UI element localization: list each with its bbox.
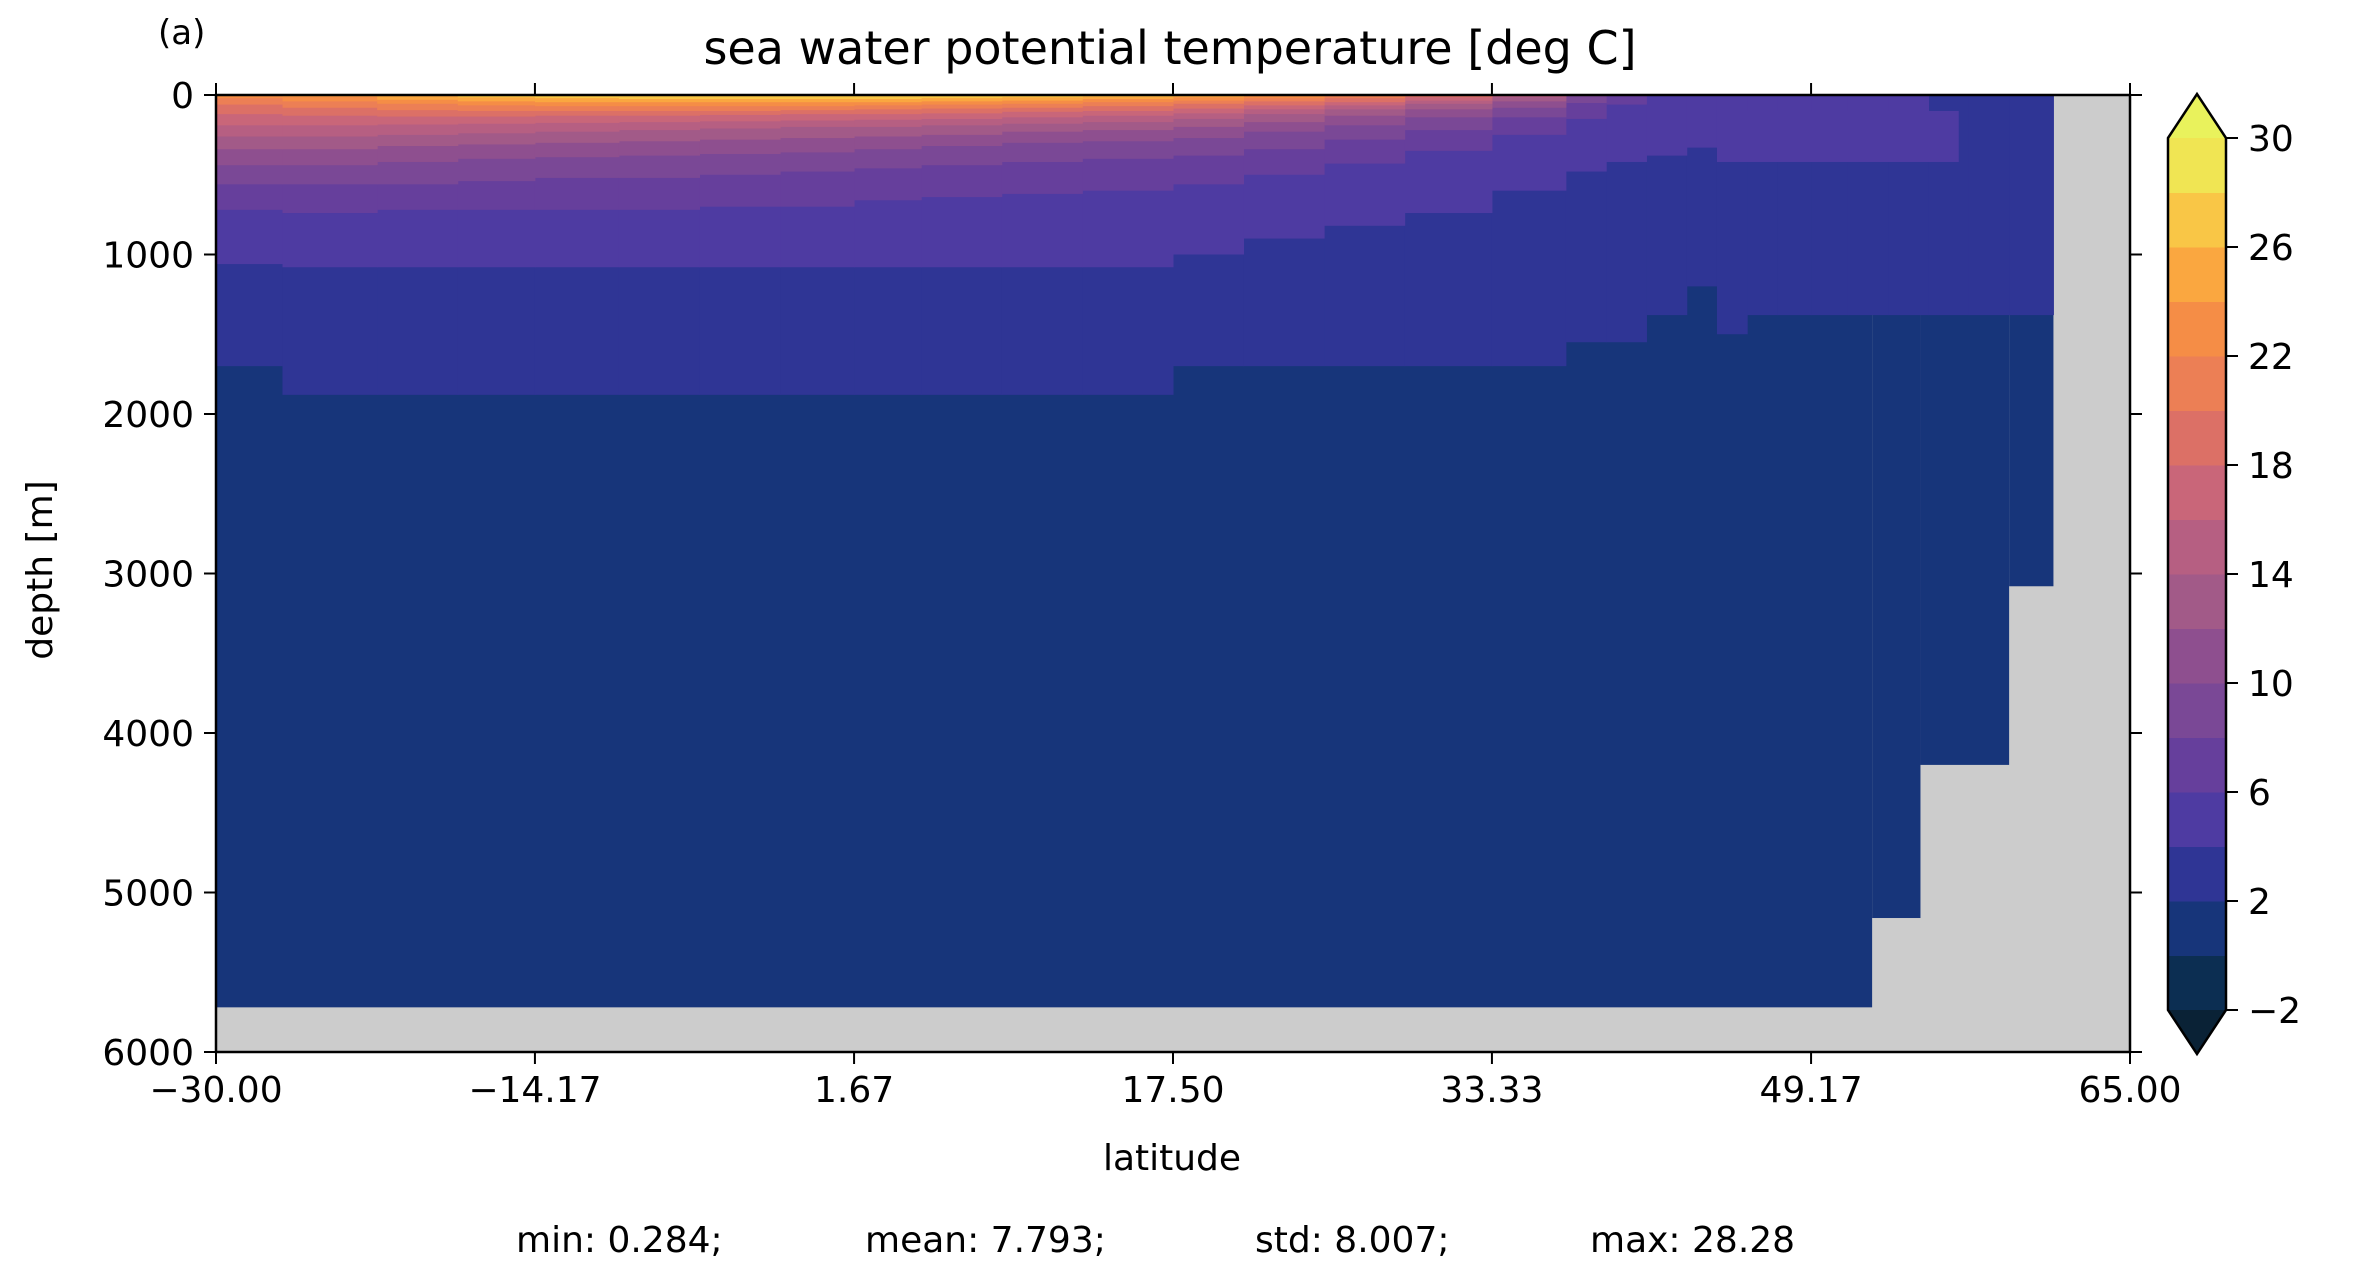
isotherm-band bbox=[1491, 95, 1567, 102]
isotherm-band bbox=[1243, 95, 1325, 99]
subpolar-cold-patch bbox=[1716, 110, 1959, 162]
x-tick-label: −30.00 bbox=[149, 1070, 282, 1111]
isotherm-band bbox=[1324, 95, 1406, 103]
stat-max: max: 28.28 bbox=[1590, 1220, 1795, 1261]
y-tick-label: 4000 bbox=[102, 714, 194, 755]
colorbar-segment bbox=[2168, 138, 2226, 193]
plot-area bbox=[216, 95, 2130, 1052]
colorbar-tick-label: 2 bbox=[2248, 882, 2271, 923]
colorbar-segment bbox=[2168, 955, 2226, 1011]
colorbar-tick-label: 30 bbox=[2248, 119, 2294, 160]
colorbar-segment bbox=[2168, 683, 2226, 738]
x-axis-label: latitude bbox=[1103, 1138, 1241, 1179]
isotherm-band bbox=[534, 95, 620, 99]
y-tick-label: 3000 bbox=[102, 555, 194, 596]
stat-std: std: 8.007; bbox=[1255, 1220, 1449, 1261]
axes: −30.00 −14.17 1.67 17.50 33.33 49.17 65.00 0 100… bbox=[102, 76, 2181, 1111]
y-tick-label: 2000 bbox=[102, 395, 194, 436]
colorbar-tick-label: 18 bbox=[2248, 446, 2294, 487]
stat-mean: mean: 7.793; bbox=[865, 1220, 1106, 1261]
isotherm-band bbox=[780, 95, 855, 99]
x-tick-label: 17.50 bbox=[1121, 1070, 1224, 1111]
y-tick-label: 5000 bbox=[102, 874, 194, 915]
colorbar-tick-label: 10 bbox=[2248, 664, 2294, 705]
y-tick-label: 6000 bbox=[102, 1033, 194, 1074]
isotherm-band bbox=[1565, 95, 1607, 103]
isotherm-band bbox=[1646, 95, 1688, 156]
isotherm-band bbox=[1324, 95, 1406, 99]
isotherm-band bbox=[1082, 95, 1174, 99]
isotherm-band bbox=[282, 95, 378, 102]
isotherm-band bbox=[699, 95, 781, 99]
colorbar-segment bbox=[2168, 192, 2226, 248]
isotherm-band bbox=[921, 95, 1003, 99]
isotherm-band bbox=[1686, 95, 1718, 148]
colorbar-segment bbox=[2168, 410, 2226, 466]
colorbar-over-arrow bbox=[2168, 94, 2226, 138]
colorbar-segment bbox=[2168, 846, 2226, 902]
panel-label: (a) bbox=[158, 13, 205, 53]
colorbar-segment bbox=[2168, 574, 2226, 629]
x-tick-label: 49.17 bbox=[1760, 1070, 1863, 1111]
colorbar-segment bbox=[2168, 465, 2226, 520]
isotherm-band bbox=[216, 95, 283, 105]
isotherm-band bbox=[1606, 95, 1647, 162]
isotherm-band bbox=[1968, 95, 2010, 316]
colorbar-segment bbox=[2168, 792, 2226, 847]
colorbar-segment bbox=[2168, 737, 2226, 793]
colorbar-segment bbox=[2168, 247, 2226, 302]
colorbar-segment bbox=[2168, 356, 2226, 411]
isotherm-band bbox=[1404, 95, 1493, 101]
colorbar-segment bbox=[2168, 628, 2226, 684]
colorbar-segment bbox=[2168, 519, 2226, 575]
isotherm-band bbox=[377, 95, 459, 100]
isotherm-band bbox=[1606, 95, 1647, 105]
y-tick-label: 1000 bbox=[102, 236, 194, 277]
y-axis-label: depth [m] bbox=[20, 480, 61, 659]
x-tick-label: 65.00 bbox=[2078, 1070, 2181, 1111]
colorbar-tick-label: 14 bbox=[2248, 555, 2294, 596]
x-tick-label: 33.33 bbox=[1440, 1070, 1543, 1111]
isotherm-band bbox=[534, 95, 620, 103]
isotherm-band bbox=[216, 95, 283, 99]
isotherm-band bbox=[1001, 95, 1083, 101]
colorbar-segment bbox=[2168, 301, 2226, 357]
isotherm-band bbox=[2009, 95, 2054, 316]
x-tick-label: −14.17 bbox=[468, 1070, 601, 1111]
isotherm-band bbox=[854, 95, 922, 99]
colorbar-tick-label: 6 bbox=[2248, 773, 2271, 814]
isotherm-band bbox=[457, 95, 536, 102]
colorbar-tick-label: 22 bbox=[2248, 337, 2294, 378]
stats-line: min: 0.284; mean: 7.793; std: 8.007; max… bbox=[516, 1220, 1795, 1261]
isotherm-band bbox=[618, 95, 701, 99]
colorbar-segment bbox=[2168, 901, 2226, 956]
colorbar-under-arrow bbox=[2168, 1010, 2226, 1054]
colorbar-tick-label: 26 bbox=[2248, 228, 2294, 269]
chart-title: sea water potential temperature [deg C] bbox=[703, 21, 1636, 75]
x-tick-label: 1.67 bbox=[814, 1070, 894, 1111]
isotherm-band bbox=[1173, 95, 1245, 101]
stat-min: min: 0.284; bbox=[516, 1220, 723, 1261]
y-tick-label: 0 bbox=[171, 76, 194, 117]
colorbar-tick-label: −2 bbox=[2248, 991, 2301, 1032]
